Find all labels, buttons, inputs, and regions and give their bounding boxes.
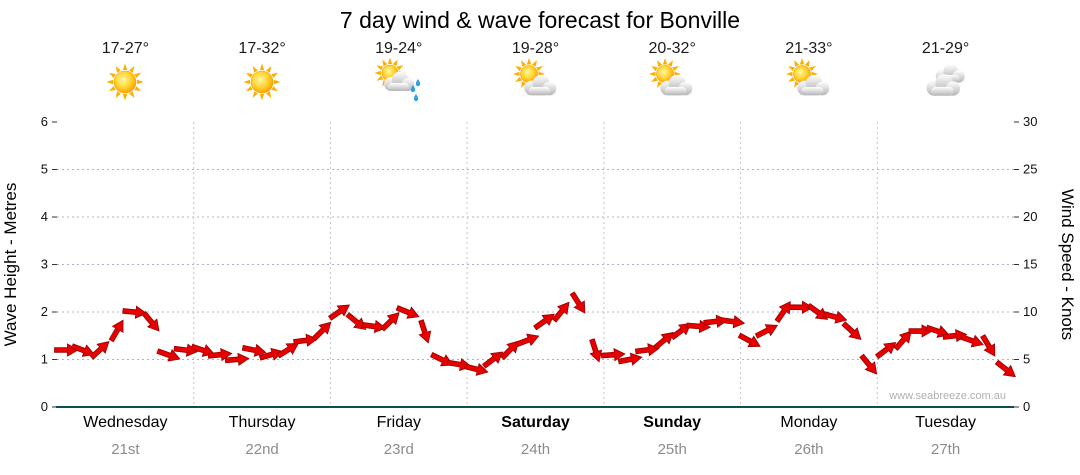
day-label: Thursday bbox=[228, 414, 296, 431]
wind-arrow bbox=[806, 303, 829, 320]
sun-icon bbox=[236, 58, 288, 111]
wind-arrow bbox=[380, 312, 400, 332]
svg-text:1: 1 bbox=[41, 352, 48, 367]
wind-arrow bbox=[345, 312, 367, 330]
temp-range-label: 17-27° bbox=[101, 40, 150, 57]
svg-text:4: 4 bbox=[41, 209, 48, 224]
wind-arrow bbox=[600, 348, 626, 362]
wind-arrow bbox=[754, 324, 779, 339]
svg-text:10: 10 bbox=[1023, 304, 1037, 319]
svg-text:0: 0 bbox=[1023, 399, 1030, 414]
wind-arrow bbox=[994, 359, 1016, 378]
svg-text:6: 6 bbox=[41, 114, 48, 129]
temp-range-label: 17-32° bbox=[238, 40, 286, 57]
watermark: www.seabreeze.com.au bbox=[888, 390, 1006, 402]
wind-arrow bbox=[653, 331, 674, 350]
wind-arrow bbox=[720, 315, 746, 329]
wind-arrow bbox=[670, 322, 692, 341]
temp-range-label: 21-33° bbox=[785, 40, 833, 57]
wind-arrow bbox=[224, 352, 250, 367]
svg-text:30: 30 bbox=[1023, 114, 1037, 129]
left-axis-title: Wave Height - Metres bbox=[1, 183, 20, 347]
wind-arrow bbox=[156, 348, 181, 362]
date-label: 25th bbox=[657, 441, 687, 458]
wind-arrow bbox=[122, 305, 148, 319]
wind-arrow bbox=[241, 343, 267, 357]
wind-arrow bbox=[70, 343, 96, 357]
wind-arrow bbox=[893, 330, 912, 351]
svg-text:25: 25 bbox=[1023, 162, 1037, 177]
day-label: Sunday bbox=[643, 414, 702, 431]
sun-icon bbox=[99, 58, 151, 111]
wind-arrow bbox=[361, 319, 387, 334]
wind-arrow bbox=[276, 342, 299, 359]
svg-text:20: 20 bbox=[1023, 209, 1037, 224]
wind-arrow bbox=[959, 334, 984, 348]
sun-cloud-icon bbox=[646, 58, 698, 111]
wind-arrow bbox=[841, 321, 862, 340]
date-label: 26th bbox=[794, 441, 824, 458]
wind-arrow bbox=[108, 319, 124, 343]
svg-text:0: 0 bbox=[41, 399, 48, 414]
svg-text:2: 2 bbox=[41, 304, 48, 319]
day-label: Saturday bbox=[501, 414, 570, 431]
wind-arrow bbox=[327, 304, 351, 321]
svg-text:5: 5 bbox=[1023, 352, 1030, 367]
wind-arrow bbox=[89, 341, 110, 360]
wind-arrow bbox=[859, 353, 878, 375]
wind-arrow bbox=[533, 313, 555, 331]
day-label: Friday bbox=[376, 414, 422, 431]
wind-arrow bbox=[788, 300, 814, 315]
wind-arrow bbox=[774, 301, 791, 323]
wind-arrow bbox=[589, 338, 603, 363]
date-label: 24th bbox=[520, 441, 551, 458]
svg-text:5: 5 bbox=[41, 162, 48, 177]
temp-range-label: 19-28° bbox=[511, 40, 560, 57]
temp-range-label: 21-29° bbox=[921, 40, 970, 57]
wind-arrow bbox=[463, 362, 489, 376]
wind-arrow bbox=[875, 342, 897, 360]
svg-text:15: 15 bbox=[1023, 257, 1037, 272]
date-label: 22nd bbox=[245, 441, 279, 458]
sun-cloud-icon bbox=[783, 58, 835, 111]
wind-arrow bbox=[430, 351, 454, 367]
wind-arrow bbox=[482, 351, 504, 369]
wind-arrow bbox=[418, 319, 432, 344]
wind-arrow bbox=[617, 352, 643, 366]
wind-arrow bbox=[293, 333, 319, 347]
page-title: 7 day wind & wave forecast for Bonville bbox=[339, 7, 741, 33]
day-label: Monday bbox=[780, 414, 838, 431]
right-axis-title: Wind Speed - Knots bbox=[1058, 189, 1077, 340]
wind-arrow bbox=[499, 340, 520, 361]
wind-arrow bbox=[515, 333, 540, 348]
wind-arrow bbox=[551, 301, 570, 323]
date-label: 27th bbox=[930, 441, 961, 458]
wind-arrow bbox=[737, 332, 761, 348]
date-label: 21st bbox=[111, 441, 140, 458]
wind-arrow bbox=[395, 305, 420, 319]
wind-arrow bbox=[311, 321, 332, 342]
day-label: Wednesday bbox=[83, 414, 168, 431]
wind-arrow bbox=[980, 334, 996, 357]
temp-range-label: 19-24° bbox=[375, 40, 423, 57]
wind-arrow bbox=[822, 310, 848, 324]
wind-arrow bbox=[634, 343, 660, 357]
sun-cloud-icon bbox=[510, 58, 562, 111]
cloud-icon bbox=[920, 58, 972, 111]
wind-arrow bbox=[569, 291, 586, 314]
temp-range-label: 20-32° bbox=[648, 40, 696, 57]
svg-text:3: 3 bbox=[41, 257, 48, 272]
date-label: 23rd bbox=[383, 441, 414, 458]
wind-arrow bbox=[141, 310, 160, 332]
day-label: Tuesday bbox=[915, 414, 976, 431]
sun-cloud-rain-icon bbox=[373, 57, 425, 111]
